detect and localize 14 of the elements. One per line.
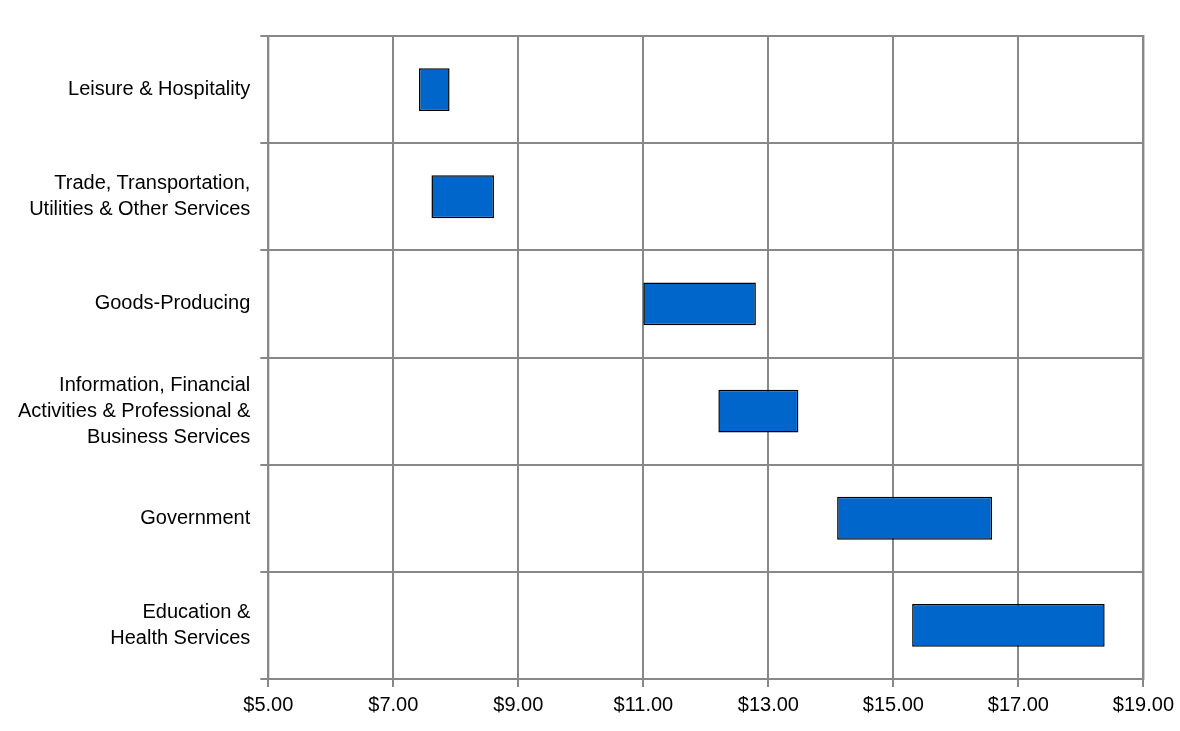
y-tick-label: Government (140, 505, 251, 528)
x-tick-label: $13.00 (737, 692, 799, 715)
y-tick-label: Education & Health Services (110, 599, 251, 648)
y-tick-label: Leisure & Hospitality (68, 77, 251, 100)
x-tick-label: $7.00 (368, 692, 419, 715)
x-tick-label: $15.00 (862, 692, 924, 715)
x-tick-label: $5.00 (243, 692, 294, 715)
x-tick-label: $17.00 (987, 692, 1049, 715)
y-tick-label: Goods-Producing (94, 291, 251, 314)
y-tick-label: Trade, Transportation, Utilities & Other Services (29, 171, 251, 220)
x-tick-label: $9.00 (493, 692, 544, 715)
x-tick-label: $11.00 (613, 692, 674, 715)
x-tick-label: $19.00 (1112, 692, 1174, 715)
y-tick-label: Information, Financial Activities & Professional & Business Services (17, 372, 251, 447)
